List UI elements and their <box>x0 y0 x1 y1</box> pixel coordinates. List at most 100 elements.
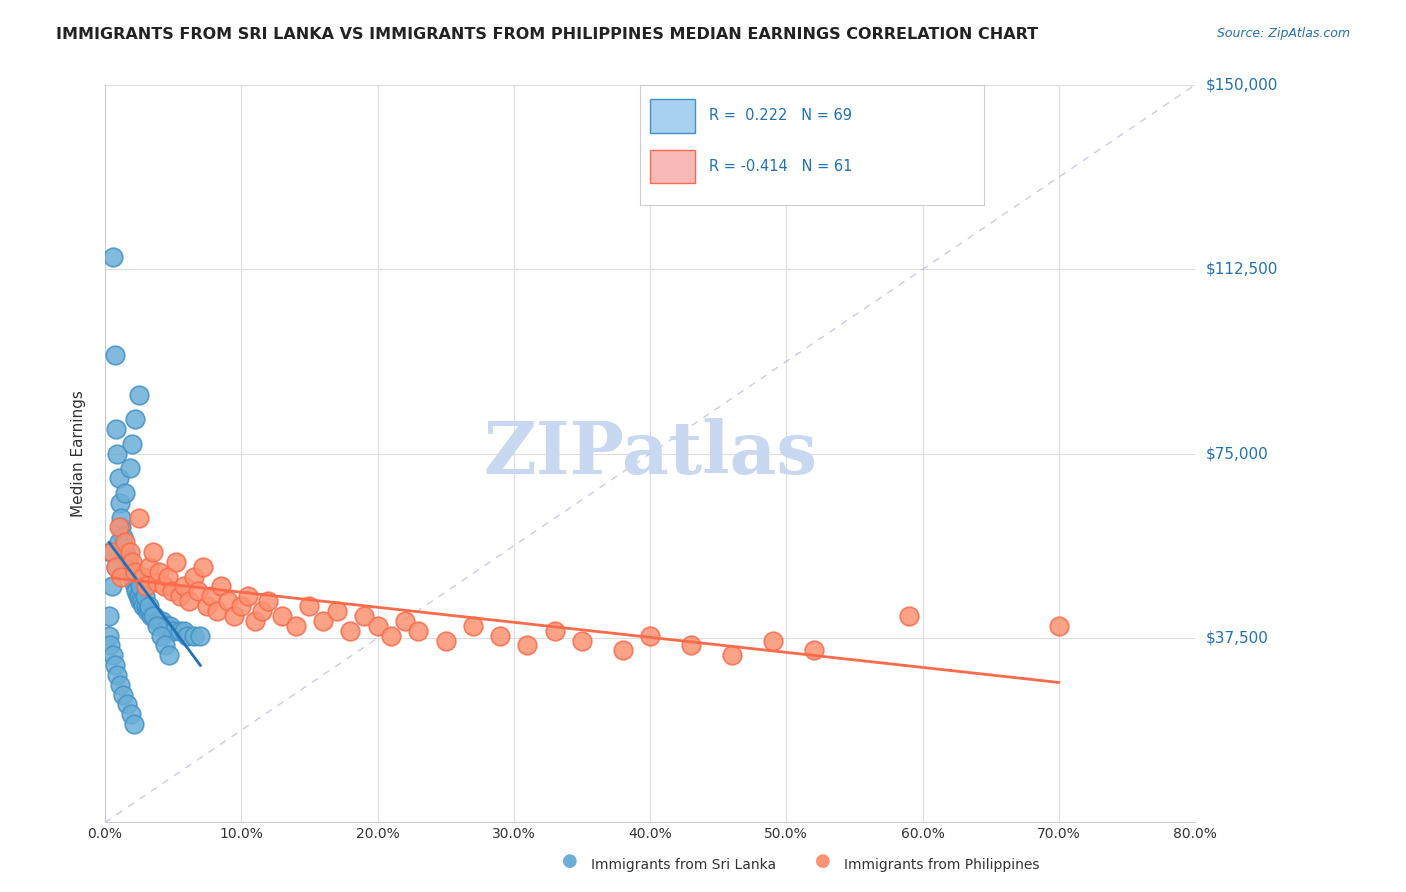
Point <box>103 348 125 362</box>
Point <box>243 614 266 628</box>
Point <box>117 555 139 569</box>
Point <box>129 594 152 608</box>
Point <box>366 619 388 633</box>
Point <box>127 589 149 603</box>
Point <box>312 614 335 628</box>
Text: $37,500: $37,500 <box>1206 631 1270 646</box>
Point <box>128 510 150 524</box>
Point <box>107 535 129 549</box>
Point <box>100 545 122 559</box>
Point <box>339 624 361 638</box>
Point <box>105 447 128 461</box>
Point <box>121 437 143 451</box>
Point <box>173 624 195 638</box>
Point <box>108 496 131 510</box>
Point <box>148 614 170 628</box>
Point <box>165 555 187 569</box>
Point <box>101 648 124 663</box>
Point <box>156 569 179 583</box>
Point <box>394 614 416 628</box>
Point <box>157 648 180 663</box>
Point <box>271 609 294 624</box>
Text: $75,000: $75,000 <box>1206 446 1268 461</box>
Point <box>145 619 167 633</box>
Point <box>217 594 239 608</box>
Point <box>162 624 184 638</box>
Point <box>104 422 127 436</box>
Point <box>105 668 128 682</box>
Text: $150,000: $150,000 <box>1206 78 1278 93</box>
Point <box>121 569 143 583</box>
Point <box>134 589 156 603</box>
Point <box>284 619 307 633</box>
Point <box>176 629 198 643</box>
Point <box>148 565 170 579</box>
Point <box>114 545 136 559</box>
Point <box>236 589 259 603</box>
Point <box>257 594 280 608</box>
Point <box>132 569 155 583</box>
Point <box>897 609 920 624</box>
Point <box>179 594 201 608</box>
Point <box>612 643 634 657</box>
Point <box>205 604 228 618</box>
Point <box>298 599 321 614</box>
Point <box>135 599 157 614</box>
Point <box>131 594 153 608</box>
Point <box>250 604 273 618</box>
Point <box>803 643 825 657</box>
Point <box>183 629 205 643</box>
Point <box>115 698 138 712</box>
Point <box>169 589 191 603</box>
Point <box>138 559 160 574</box>
Text: Immigrants from Philippines: Immigrants from Philippines <box>844 858 1039 872</box>
Point <box>434 633 457 648</box>
Point <box>190 629 212 643</box>
Point <box>150 614 173 628</box>
FancyBboxPatch shape <box>650 150 695 184</box>
Point <box>110 510 132 524</box>
Y-axis label: Median Earnings: Median Earnings <box>72 391 86 517</box>
Point <box>103 658 125 673</box>
Point <box>101 250 124 264</box>
FancyBboxPatch shape <box>650 99 695 133</box>
Point <box>104 559 127 574</box>
Point <box>124 412 146 426</box>
Text: ●: ● <box>561 852 578 870</box>
Point <box>183 569 205 583</box>
Point <box>145 614 167 628</box>
Point <box>138 599 160 614</box>
Point <box>101 579 124 593</box>
Point <box>461 619 484 633</box>
Point <box>128 589 150 603</box>
Point <box>125 569 148 583</box>
Point <box>325 604 347 618</box>
Point <box>98 629 121 643</box>
Point <box>152 579 174 593</box>
Point <box>101 545 124 559</box>
Point <box>124 565 146 579</box>
Point <box>224 609 246 624</box>
Point <box>125 584 148 599</box>
Point <box>408 624 430 638</box>
Point <box>118 545 141 559</box>
Point <box>136 604 159 618</box>
Point <box>129 579 152 593</box>
Text: R = -0.414   N = 61: R = -0.414 N = 61 <box>709 159 852 174</box>
Point <box>679 639 702 653</box>
Point <box>138 604 160 618</box>
Point <box>195 599 218 614</box>
Point <box>145 574 167 589</box>
Point <box>98 609 121 624</box>
Point <box>122 574 145 589</box>
Point <box>149 629 172 643</box>
Point <box>159 619 181 633</box>
Point <box>353 609 375 624</box>
Point <box>118 559 141 574</box>
Point <box>114 535 136 549</box>
Point <box>380 629 402 643</box>
Point <box>108 678 131 692</box>
Point <box>107 520 129 534</box>
Point <box>141 609 163 624</box>
Text: Source: ZipAtlas.com: Source: ZipAtlas.com <box>1216 27 1350 40</box>
